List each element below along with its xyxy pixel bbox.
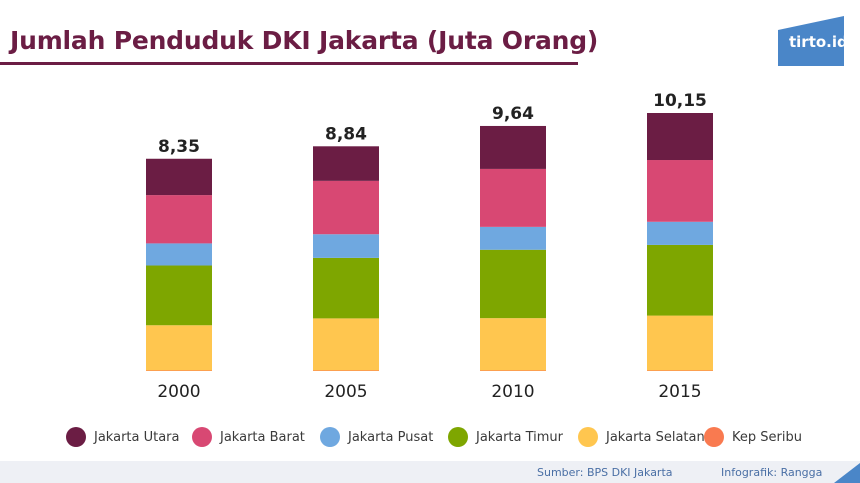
bar-segment-jakarta-selatan-2000 <box>146 325 212 371</box>
footer-source: Sumber: BPS DKI Jakarta <box>537 466 673 479</box>
legend-item-jakarta-utara: Jakarta Utara <box>66 424 180 450</box>
legend-label: Jakarta Pusat <box>348 429 434 445</box>
bar-total-label-2005: 8,84 <box>325 124 367 144</box>
title-underline <box>0 62 578 65</box>
bar-segment-jakarta-selatan-2015 <box>647 315 713 371</box>
chart-legend: Jakarta Utara Jakarta Barat Jakarta Pusat J… <box>0 424 860 450</box>
x-tick-label-2000: 2000 <box>157 382 200 402</box>
legend-label: Jakarta Utara <box>94 429 180 445</box>
bar-segment-jakarta-utara-2005 <box>313 146 379 181</box>
bar-segment-jakarta-pusat-2015 <box>647 221 713 245</box>
bar-segment-kep-seribu-2000 <box>146 370 212 371</box>
x-tick-label-2015: 2015 <box>658 382 701 402</box>
legend-item-jakarta-timur: Jakarta Timur <box>448 424 563 450</box>
bar-segment-jakarta-pusat-2010 <box>480 226 546 250</box>
bar-segment-jakarta-utara-2015 <box>647 113 713 161</box>
legend-item-jakarta-barat: Jakarta Barat <box>192 424 305 450</box>
bar-segment-jakarta-pusat-2000 <box>146 243 212 266</box>
stacked-bar-chart: 8,35 2000 8,84 2005 9,64 2010 10,15 2015 <box>146 91 713 402</box>
bar-segment-jakarta-timur-2005 <box>313 257 379 319</box>
bar-segment-jakarta-utara-2010 <box>480 125 546 169</box>
logo-text: tirto.id <box>789 33 848 51</box>
bar-total-label-2015: 10,15 <box>653 91 707 111</box>
bar-segment-jakarta-barat-2005 <box>313 180 379 235</box>
page-title: Jumlah Penduduk DKI Jakarta (Juta Orang) <box>10 26 599 55</box>
legend-item-kep-seribu: Kep Seribu <box>704 424 802 450</box>
legend-swatch <box>448 427 468 447</box>
bar-segment-kep-seribu-2005 <box>313 370 379 371</box>
x-tick-label-2010: 2010 <box>491 382 534 402</box>
legend-swatch <box>66 427 86 447</box>
legend-label: Jakarta Timur <box>476 429 564 445</box>
bar-total-label-2010: 9,64 <box>492 104 534 124</box>
bar-segment-jakarta-selatan-2010 <box>480 318 546 371</box>
legend-label: Jakarta Barat <box>220 429 305 445</box>
legend-swatch <box>192 427 212 447</box>
legend-label: Kep Seribu <box>732 429 802 445</box>
legend-swatch <box>578 427 598 447</box>
bar-segment-jakarta-barat-2000 <box>146 195 212 244</box>
legend-label: Jakarta Selatan <box>606 429 705 445</box>
bar-segment-jakarta-pusat-2005 <box>313 234 379 258</box>
bar-segment-jakarta-timur-2010 <box>480 249 546 319</box>
footer-credit: Infografik: Rangga <box>721 466 823 479</box>
bar-segment-jakarta-selatan-2005 <box>313 318 379 371</box>
bar-segment-jakarta-timur-2015 <box>647 244 713 316</box>
corner-accent <box>834 463 860 483</box>
legend-item-jakarta-pusat: Jakarta Pusat <box>320 424 433 450</box>
legend-swatch <box>320 427 340 447</box>
tirto-logo-icon <box>778 16 844 66</box>
bar-segment-kep-seribu-2010 <box>480 370 546 371</box>
x-tick-label-2005: 2005 <box>324 382 367 402</box>
bar-total-label-2000: 8,35 <box>158 137 200 157</box>
bar-segment-jakarta-timur-2000 <box>146 265 212 326</box>
bar-segment-jakarta-utara-2000 <box>146 158 212 196</box>
legend-swatch <box>704 427 724 447</box>
bar-segment-jakarta-barat-2015 <box>647 160 713 222</box>
legend-item-jakarta-selatan: Jakarta Selatan <box>578 424 705 450</box>
bar-segment-jakarta-barat-2010 <box>480 168 546 227</box>
footer-bar <box>0 461 860 483</box>
bar-segment-kep-seribu-2015 <box>647 370 713 371</box>
